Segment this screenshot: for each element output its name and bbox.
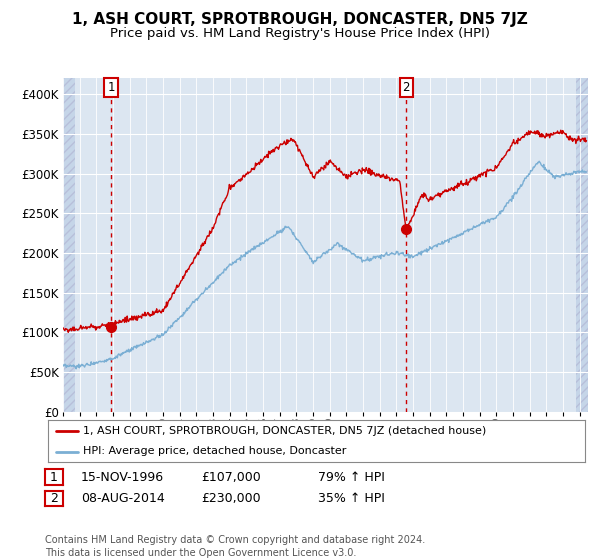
Bar bbox=[63, 78, 74, 412]
Bar bbox=[577, 78, 588, 412]
Text: 1: 1 bbox=[107, 81, 115, 95]
Bar bbox=[63, 78, 74, 412]
Text: £230,000: £230,000 bbox=[201, 492, 260, 505]
Text: 2: 2 bbox=[403, 81, 410, 95]
Text: 79% ↑ HPI: 79% ↑ HPI bbox=[318, 470, 385, 484]
Text: 1, ASH COURT, SPROTBROUGH, DONCASTER, DN5 7JZ: 1, ASH COURT, SPROTBROUGH, DONCASTER, DN… bbox=[72, 12, 528, 27]
Bar bbox=[577, 78, 588, 412]
Text: HPI: Average price, detached house, Doncaster: HPI: Average price, detached house, Donc… bbox=[83, 446, 346, 456]
Text: Contains HM Land Registry data © Crown copyright and database right 2024.
This d: Contains HM Land Registry data © Crown c… bbox=[45, 535, 425, 558]
Text: 15-NOV-1996: 15-NOV-1996 bbox=[81, 470, 164, 484]
Text: 08-AUG-2014: 08-AUG-2014 bbox=[81, 492, 165, 505]
Text: 1, ASH COURT, SPROTBROUGH, DONCASTER, DN5 7JZ (detached house): 1, ASH COURT, SPROTBROUGH, DONCASTER, DN… bbox=[83, 426, 486, 436]
Text: 2: 2 bbox=[50, 492, 58, 505]
Text: £107,000: £107,000 bbox=[201, 470, 261, 484]
Text: 35% ↑ HPI: 35% ↑ HPI bbox=[318, 492, 385, 505]
Text: 1: 1 bbox=[50, 470, 58, 484]
Text: Price paid vs. HM Land Registry's House Price Index (HPI): Price paid vs. HM Land Registry's House … bbox=[110, 27, 490, 40]
